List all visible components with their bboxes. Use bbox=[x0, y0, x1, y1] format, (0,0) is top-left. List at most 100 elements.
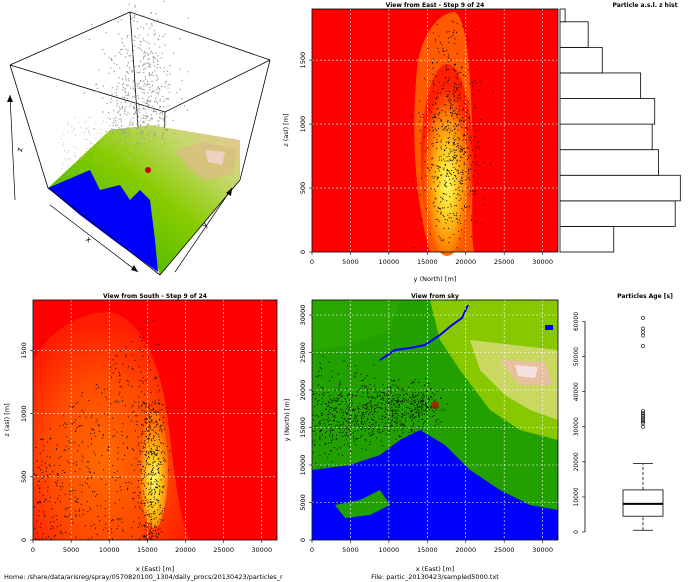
south-particle bbox=[122, 363, 124, 365]
cloud-particle bbox=[150, 109, 152, 111]
south-particle bbox=[41, 471, 43, 473]
cloud-particle bbox=[136, 111, 138, 113]
south-particle bbox=[74, 489, 76, 491]
sky-particle bbox=[425, 407, 427, 409]
east-particle bbox=[456, 116, 458, 118]
sky-particle bbox=[359, 387, 361, 389]
south-particle bbox=[155, 535, 157, 537]
sky-particle bbox=[347, 443, 349, 445]
cloud-particle bbox=[142, 88, 144, 91]
south-particle bbox=[157, 521, 159, 523]
south-particle bbox=[37, 480, 39, 482]
sky-particle bbox=[411, 420, 413, 422]
east-particle bbox=[435, 102, 437, 104]
sky-particle bbox=[323, 395, 325, 397]
cloud-particle bbox=[134, 103, 136, 106]
cloud-particle bbox=[127, 62, 129, 64]
cloud-particle bbox=[164, 122, 166, 124]
east-particle bbox=[436, 23, 438, 25]
cloud-particle bbox=[98, 69, 100, 71]
south-particle bbox=[100, 478, 102, 480]
east-particle bbox=[438, 156, 440, 158]
east-particle bbox=[446, 175, 448, 177]
east-particle bbox=[467, 147, 469, 149]
south-particle bbox=[157, 423, 159, 425]
east-ytick-label: 0 bbox=[299, 250, 307, 254]
sky-particle bbox=[317, 376, 319, 378]
south-particle bbox=[141, 451, 143, 453]
east-particle bbox=[427, 185, 429, 187]
south-particle bbox=[142, 466, 144, 468]
sky-particle bbox=[329, 430, 331, 432]
sky-particle bbox=[325, 443, 327, 445]
east-particle bbox=[453, 157, 455, 159]
south-particle bbox=[77, 501, 79, 503]
sky-particle bbox=[312, 390, 314, 392]
cloud-particle bbox=[127, 72, 129, 75]
south-particle bbox=[156, 424, 158, 426]
south-particle bbox=[161, 491, 163, 493]
sky-particle bbox=[334, 409, 336, 411]
east-particle bbox=[474, 135, 476, 137]
south-particle bbox=[79, 468, 81, 470]
east-particle bbox=[461, 110, 463, 112]
south-particle bbox=[147, 416, 149, 418]
cloud-particle bbox=[130, 103, 132, 105]
south-particle bbox=[153, 530, 155, 532]
cloud-particle bbox=[142, 58, 145, 60]
south-view-title: View from South - Step 9 of 24 bbox=[103, 293, 207, 300]
cloud-particle bbox=[148, 58, 150, 60]
south-particle bbox=[90, 443, 92, 445]
cloud-particle bbox=[114, 128, 116, 131]
cloud-particle bbox=[153, 20, 156, 22]
sky-particle bbox=[412, 418, 414, 420]
south-particle bbox=[51, 525, 53, 527]
south-particle bbox=[53, 536, 55, 538]
cloud-particle bbox=[155, 154, 157, 156]
cloud-particle bbox=[140, 88, 142, 90]
sky-particle bbox=[339, 425, 341, 427]
east-particle bbox=[425, 175, 427, 177]
sky-particle bbox=[413, 397, 415, 399]
perspective-3d-panel: x y z bbox=[7, 0, 271, 276]
south-particle bbox=[151, 535, 153, 537]
sky-particle bbox=[363, 385, 365, 387]
east-particle bbox=[446, 90, 448, 92]
east-particle bbox=[432, 129, 434, 131]
east-particle bbox=[419, 100, 421, 102]
sky-particle bbox=[395, 438, 397, 440]
cloud-particle bbox=[102, 111, 104, 113]
sky-particle bbox=[328, 453, 330, 455]
south-particle bbox=[155, 420, 157, 422]
south-particle bbox=[66, 516, 68, 518]
east-particle bbox=[456, 97, 458, 99]
sky-particle bbox=[408, 407, 410, 409]
south-particle bbox=[162, 422, 164, 424]
east-particle bbox=[458, 189, 460, 191]
south-particle bbox=[154, 377, 156, 379]
east-particle bbox=[455, 76, 457, 78]
sky-particle bbox=[402, 398, 404, 400]
sky-particle bbox=[396, 419, 398, 421]
sky-particle bbox=[357, 408, 359, 410]
south-particle bbox=[165, 407, 167, 409]
sky-particle bbox=[312, 430, 314, 432]
cloud-particle bbox=[157, 39, 160, 41]
cloud-particle bbox=[120, 102, 122, 104]
cloud-particle bbox=[156, 89, 158, 91]
cloud-particle bbox=[90, 116, 92, 118]
south-particle bbox=[87, 446, 89, 448]
south-particle bbox=[98, 386, 100, 388]
sky-particle bbox=[315, 434, 317, 436]
cloud-particle bbox=[168, 105, 170, 107]
cloud-particle bbox=[139, 40, 141, 43]
south-particle bbox=[140, 461, 142, 463]
cloud-particle bbox=[138, 111, 141, 113]
sky-particle bbox=[365, 404, 367, 406]
east-particle bbox=[453, 143, 455, 145]
sky-particle bbox=[313, 393, 315, 395]
cloud-particle bbox=[139, 86, 141, 88]
south-particle bbox=[151, 532, 153, 534]
cloud-particle bbox=[154, 33, 157, 35]
cloud-particle bbox=[141, 117, 143, 119]
